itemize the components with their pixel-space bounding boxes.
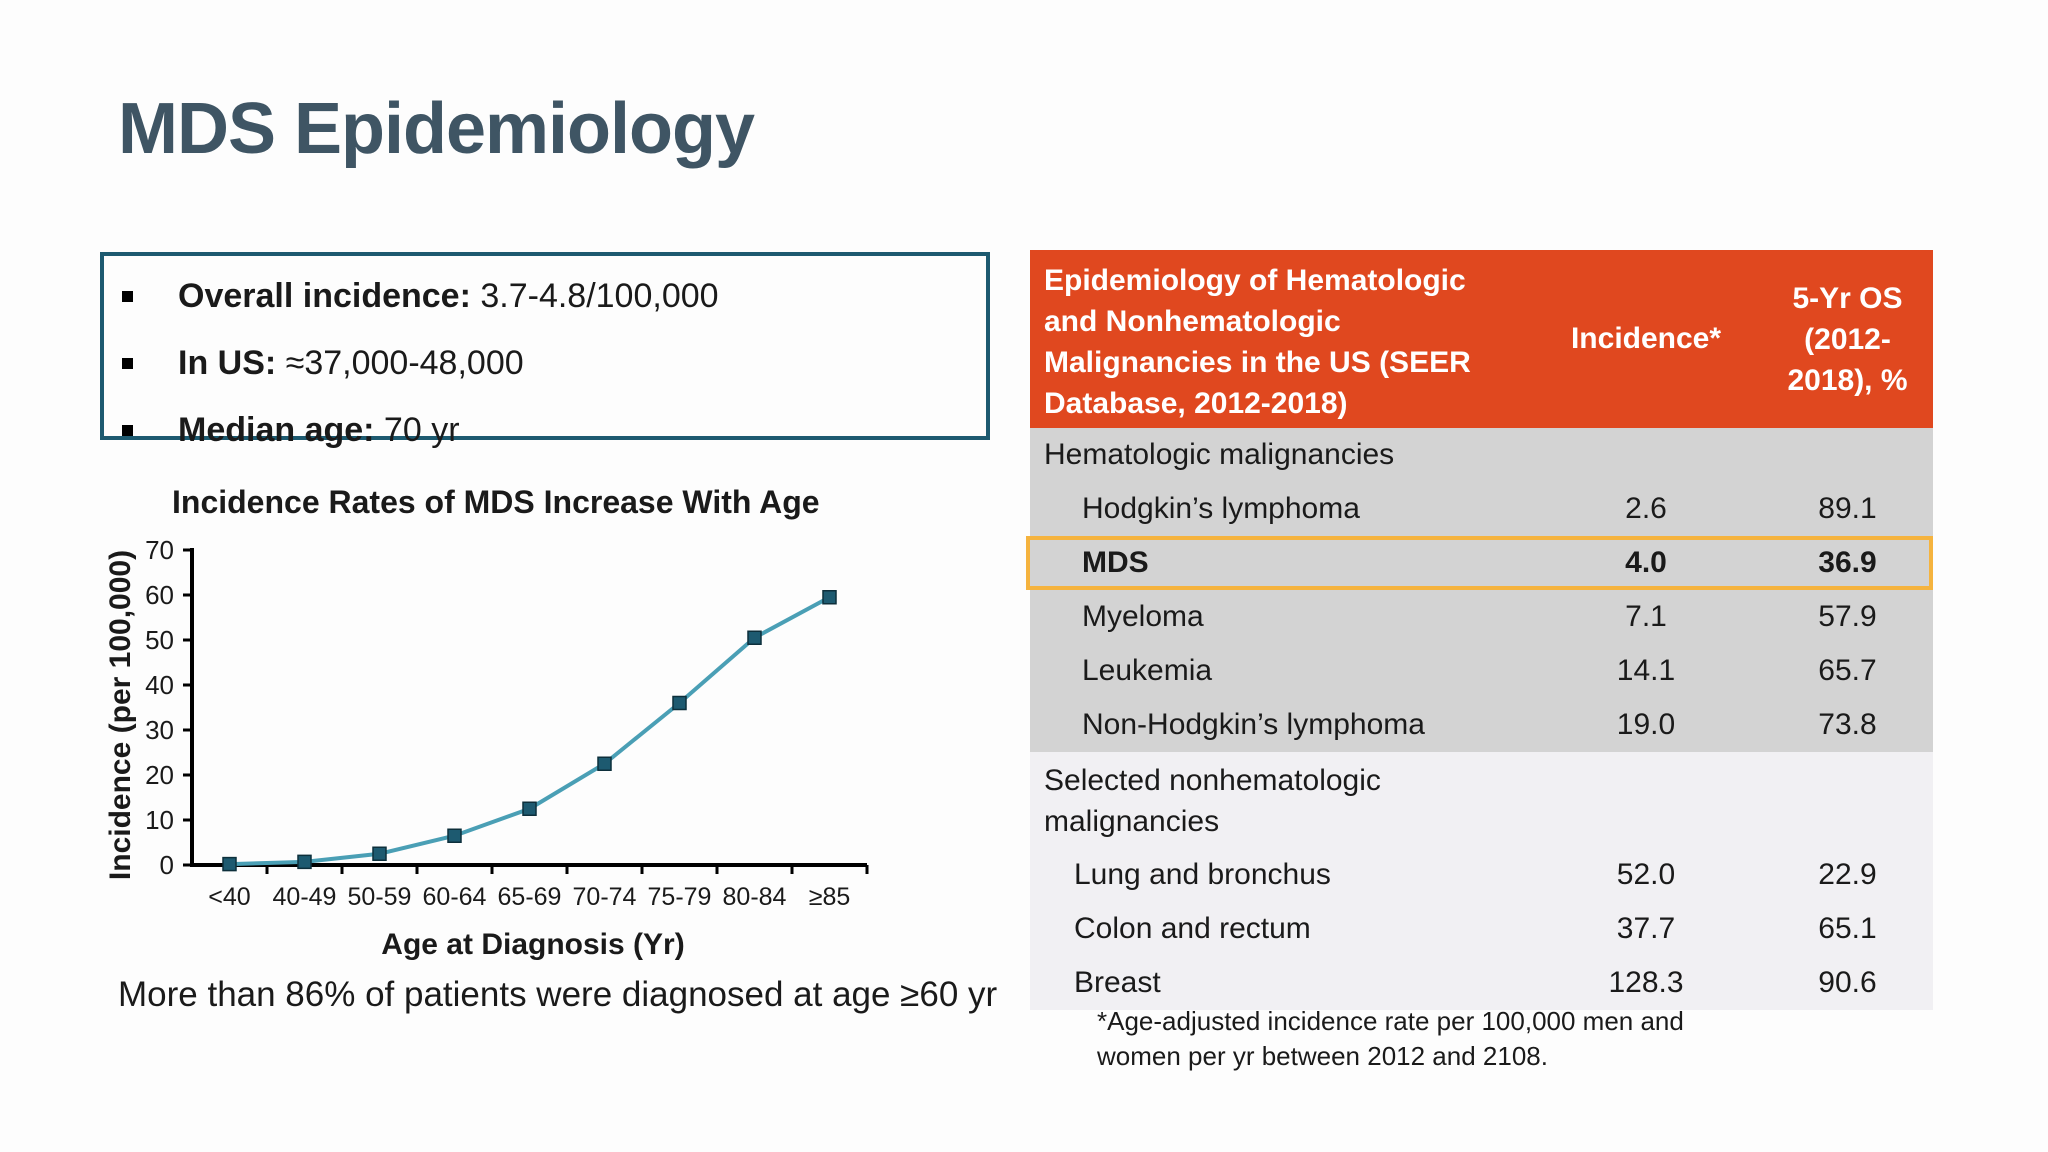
os-value: 22.9 (1818, 858, 1877, 891)
data-point (522, 801, 537, 816)
os-value: 90.6 (1818, 966, 1877, 999)
bullet-label: In US: (178, 344, 277, 382)
data-point (372, 846, 387, 861)
y-tick-label: 0 (160, 850, 174, 880)
table-row: Leukemia 14.1 65.7 (1030, 644, 1933, 698)
incidence-value: 52.0 (1616, 858, 1676, 891)
data-point (822, 590, 837, 605)
data-point (597, 756, 612, 771)
y-tick-label: 60 (145, 580, 174, 610)
data-point (222, 856, 237, 872)
table-row: Breast 128.3 90.6 (1030, 956, 1933, 1010)
column-header-5yr-os: 5-Yr OS (2012-2018), % (1787, 281, 1908, 397)
group-label: Hematologic malignancies (1044, 438, 1395, 471)
chart-title: Incidence Rates of MDS Increase With Age (172, 484, 820, 520)
y-tick-label: 20 (145, 760, 174, 790)
bullet-marker-icon (122, 358, 133, 369)
table-row: Myeloma 7.1 57.9 (1030, 590, 1933, 644)
table-row: Non-Hodgkin’s lymphoma 19.0 73.8 (1030, 698, 1933, 752)
group-label: Selected nonhematologic malignancies (1044, 764, 1381, 838)
table-row: Hodgkin’s lymphoma 2.6 89.1 (1030, 482, 1933, 536)
malignancy-name: Hodgkin’s lymphoma (1082, 492, 1360, 525)
data-point (297, 854, 312, 870)
column-header-incidence: Incidence* (1570, 322, 1722, 355)
incidence-value: 37.7 (1616, 912, 1676, 945)
malignancy-name: Breast (1074, 966, 1161, 999)
os-value: 57.9 (1818, 600, 1877, 633)
bullet-us-count: In US: ≈37,000-48,000 (122, 335, 986, 402)
bullet-value: ≈37,000-48,000 (276, 344, 524, 382)
bullet-label: Median age: (178, 411, 375, 449)
bullet-value: 3.7-4.8/100,000 (470, 277, 719, 315)
chart-plot-area: 0 10 20 30 40 50 60 70 <40 40-49 50-59 60-64 65-69 70… (145, 535, 869, 911)
page-title: MDS Epidemiology (118, 89, 755, 169)
bullet-overall-incidence: Overall incidence: 3.7-4.8/100,000 (122, 268, 986, 335)
os-value: 36.9 (1818, 546, 1877, 579)
bullet-value: 70 yr (374, 411, 460, 449)
incidence-value: 128.3 (1608, 966, 1684, 999)
hematologic-section: Hematologic malignancies Hodgkin’s lymph… (1026, 428, 1933, 752)
x-axis-label: Age at Diagnosis (Yr) (381, 928, 684, 961)
bullet-marker-icon (122, 425, 133, 436)
series-line (229, 595, 831, 867)
table-row: Hematologic malignancies (1030, 428, 1933, 482)
incidence-value: 4.0 (1625, 546, 1667, 579)
malignancy-name: Leukemia (1082, 654, 1213, 687)
x-tick-label: <40 (208, 883, 250, 911)
bullet-median-age: Median age: 70 yr (122, 402, 986, 469)
nonhematologic-section: Selected nonhematologic malignancies Lun… (1030, 752, 1933, 1010)
os-value: 65.7 (1818, 654, 1877, 687)
malignancy-name: Lung and bronchus (1074, 858, 1331, 891)
bullet-marker-icon (122, 291, 133, 302)
x-tick-label: 60-64 (423, 883, 487, 911)
x-tick-label: 65-69 (498, 883, 562, 911)
os-value: 73.8 (1818, 708, 1877, 741)
y-tick-label: 30 (145, 715, 174, 745)
table-header: Epidemiology of Hematologic and Nonhemat… (1030, 250, 1933, 428)
table-row-mds-highlighted: MDS 4.0 36.9 (1026, 536, 1933, 590)
malignancy-name: Non-Hodgkin’s lymphoma (1082, 708, 1425, 741)
table-footnote: *Age-adjusted incidence rate per 100,000… (1097, 1006, 1684, 1071)
table-row: Lung and bronchus 52.0 22.9 (1030, 848, 1933, 902)
x-tick-label: 70-74 (573, 883, 637, 911)
data-point (447, 828, 462, 843)
os-value: 65.1 (1818, 912, 1877, 945)
y-axis-label: Incidence (per 100,000) (104, 550, 137, 880)
table-row: Selected nonhematologic malignancies (1030, 752, 1933, 848)
x-tick-label: 50-59 (348, 883, 412, 911)
os-value: 89.1 (1818, 492, 1877, 525)
key-facts-box: Overall incidence: 3.7-4.8/100,000 In US… (100, 252, 990, 449)
y-tick-label: 70 (145, 535, 174, 565)
bullet-label: Overall incidence: (178, 277, 471, 315)
chart-footnote: More than 86% of patients were diagnosed… (118, 975, 998, 1014)
x-tick-label: 40-49 (273, 883, 337, 911)
incidence-value: 19.0 (1616, 708, 1676, 741)
data-point (747, 630, 762, 645)
incidence-line-chart: Incidence (per 100,000) Age at Diagnosis… (104, 535, 869, 961)
y-tick-label: 50 (145, 625, 174, 655)
data-point (672, 695, 687, 711)
x-tick-label: ≥85 (809, 883, 851, 911)
incidence-value: 14.1 (1616, 654, 1676, 687)
x-tick-label: 80-84 (723, 883, 787, 911)
incidence-value: 2.6 (1625, 492, 1667, 525)
malignancy-name: Myeloma (1082, 600, 1204, 633)
x-tick-label: 75-79 (648, 883, 712, 911)
malignancy-name: Colon and rectum (1074, 912, 1311, 945)
y-tick-label: 10 (145, 805, 174, 835)
y-tick-label: 40 (145, 670, 174, 700)
table-title: Epidemiology of Hematologic and Nonhemat… (1044, 264, 1471, 420)
incidence-value: 7.1 (1625, 600, 1667, 633)
table-row: Colon and rectum 37.7 65.1 (1030, 902, 1933, 956)
epidemiology-table: Epidemiology of Hematologic and Nonhemat… (1026, 250, 1933, 1010)
malignancy-name: MDS (1082, 546, 1149, 579)
